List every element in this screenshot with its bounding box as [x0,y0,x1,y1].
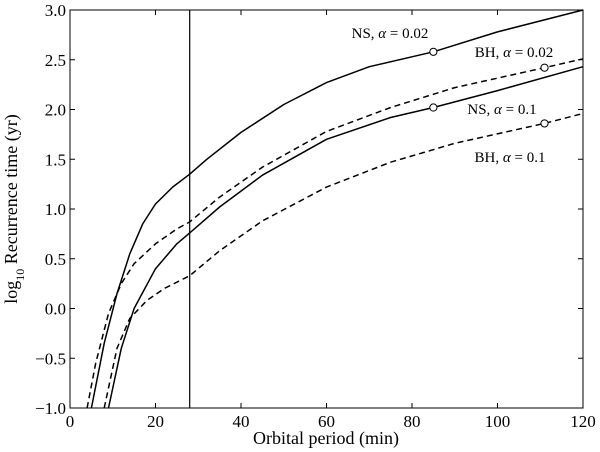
series-label-text: BH, [475,150,503,166]
x-axis-label: Orbital period (min) [253,428,399,449]
y-tick-label: 2.0 [45,101,66,120]
series-label: NS, α = 0.02 [352,26,429,42]
x-tick-label: 20 [147,412,164,431]
axis-ticks [69,9,584,409]
series-line [86,58,584,409]
series-line [90,9,584,409]
series-label-symbol: α [503,45,512,61]
series-label: NS, α = 0.1 [467,102,536,118]
y-tick-label: −1.0 [35,399,66,418]
series-label: BH, α = 0.02 [475,45,553,61]
x-tick-label: 120 [570,412,596,431]
y-tick-label: −0.5 [35,349,66,368]
y-axis-label-rest: Recurrence time (yr) [1,114,22,268]
series-label-symbol: α [378,26,387,42]
series-label-value: = 0.02 [386,26,428,42]
plot-area [86,9,584,409]
y-tick-label: 1.0 [45,200,66,219]
y-tick-label: 0.0 [45,300,66,319]
series-label-text: NS, [467,102,494,118]
y-tick-label: 1.5 [45,150,66,169]
series-label-text: BH, [475,45,503,61]
tick-labels: 0 20 40 60 80 100 120 −1.0 −0.5 0.0 0.5 1.0 1.5 2.0 2.… [35,1,596,431]
series-label-symbol: α [503,150,512,166]
series-label-symbol: α [494,102,503,118]
series-label-value: = 0.02 [511,45,553,61]
y-tick-label: 3.0 [45,1,66,20]
series-marker [540,63,549,72]
series-label-value: = 0.1 [511,150,546,166]
series-marker [429,47,438,56]
y-axis-label-prefix: log [1,281,21,304]
x-tick-label: 100 [485,412,511,431]
x-tick-label: 0 [66,412,75,431]
series-label-text: NS, [352,26,379,42]
x-tick-label: 40 [233,412,250,431]
y-tick-label: 0.5 [45,250,66,269]
series-marker [540,119,549,128]
series-label-value: = 0.1 [502,102,537,118]
series-label: BH, α = 0.1 [475,150,546,166]
y-axis-label-subscript: 10 [13,269,27,281]
y-tick-label: 2.5 [45,51,66,70]
series-marker [429,103,438,112]
y-axis-label: log10 Recurrence time (yr) [1,114,27,303]
x-tick-label: 80 [404,412,421,431]
plot-frame [69,9,584,409]
series-line [103,112,584,409]
x-tick-label: 60 [318,412,335,431]
